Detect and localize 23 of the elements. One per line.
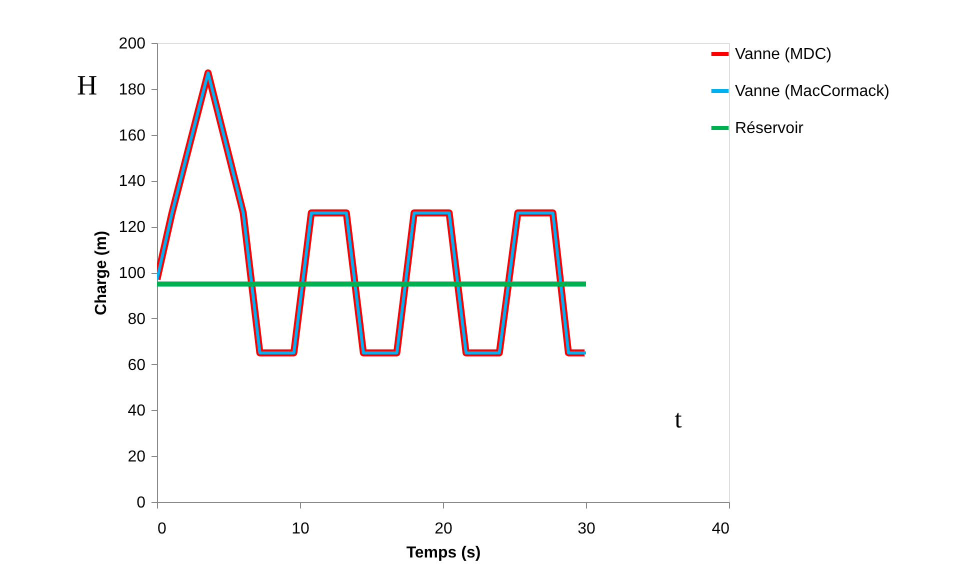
y-tick-label: 140 <box>118 173 146 190</box>
x-tick-label: 10 <box>292 520 310 538</box>
x-tick-label: 40 <box>712 520 730 538</box>
text: H <box>77 70 98 102</box>
y-tick-label: 20 <box>128 448 146 466</box>
x-tick-label: 20 <box>434 520 452 538</box>
y-tick-label: 80 <box>128 310 146 328</box>
y-tick-label: 0 <box>136 494 146 512</box>
y-tick-label: 160 <box>118 127 146 144</box>
y-tick-label: 180 <box>118 81 146 98</box>
y-tick-label: 40 <box>128 402 146 420</box>
y-tick-label: 200 <box>118 36 146 52</box>
annotation: t <box>674 404 683 434</box>
legend-label: Vanne (MacCormack) <box>735 83 890 100</box>
y-tick-label: 120 <box>118 219 146 236</box>
y-tick-label: 100 <box>118 265 146 282</box>
x-tick-label: 0 <box>158 520 166 538</box>
legend-label: Vanne (MDC) <box>735 46 832 63</box>
y-axis-title: Charge (m) <box>92 230 110 316</box>
y-tick-label: 60 <box>128 356 146 374</box>
x-axis-title: Temps (s) <box>406 544 481 562</box>
legend-label: Réservoir <box>735 120 804 137</box>
x-tick-label: 30 <box>578 520 596 538</box>
